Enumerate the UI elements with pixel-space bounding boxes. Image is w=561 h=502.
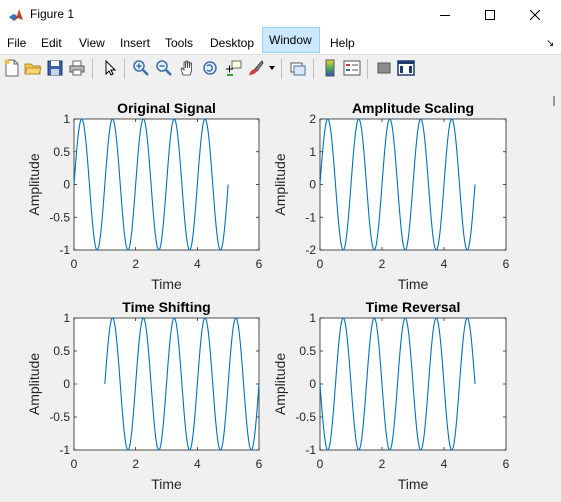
toolbar-separator	[367, 59, 368, 79]
menu-desktop[interactable]: Desktop	[210, 36, 255, 50]
x-tick-label: 2	[379, 257, 386, 271]
edit-plot-arrow-icon[interactable]	[101, 59, 119, 77]
y-tick-label: -1	[305, 443, 316, 457]
x-tick-label: 2	[132, 457, 139, 471]
subplot-2: -2 -1 0 1 2 0 2 4 6 Amplitude Scaling Time Amplitud…	[272, 100, 510, 292]
zoom-in-icon[interactable]	[132, 59, 150, 77]
menu-view[interactable]: View	[79, 36, 105, 50]
minimize-button[interactable]	[422, 0, 468, 30]
y-tick-label: 0	[309, 178, 316, 192]
open-folder-icon[interactable]	[24, 59, 42, 77]
close-icon	[530, 10, 540, 20]
x-axis-label: Time	[398, 276, 429, 292]
new-figure-icon[interactable]	[3, 59, 21, 77]
save-icon[interactable]	[46, 59, 64, 77]
subplot-1: -1 -0.5 0 0.5 1 0 2 4 6 Original Signal Time Amplit…	[26, 100, 263, 292]
pan-hand-icon[interactable]	[178, 59, 196, 77]
subplot-3: -1 -0.5 0 0.5 1 0 2 4 6 Time Shifting Time Amplitud…	[26, 299, 263, 492]
hide-plot-tools-icon[interactable]	[375, 59, 393, 77]
y-tick-label: 1	[309, 145, 316, 159]
x-tick-label: 6	[503, 257, 510, 271]
y-tick-label: 0	[63, 178, 70, 192]
x-tick-label: 0	[317, 457, 324, 471]
menu-file[interactable]: File	[7, 36, 27, 50]
subplot-title: Time Reversal	[366, 299, 461, 315]
x-tick-label: 4	[441, 457, 448, 471]
rotate-3d-icon[interactable]	[201, 59, 219, 77]
y-tick-label: 2	[309, 112, 316, 126]
toolbar	[0, 54, 561, 84]
x-axis-label: Time	[151, 276, 182, 292]
y-tick-label: -0.5	[295, 410, 316, 424]
y-tick-label: 0.5	[299, 344, 316, 358]
close-button[interactable]	[512, 0, 558, 30]
subplot-title: Original Signal	[117, 100, 216, 116]
y-axis-label: Amplitude	[26, 353, 42, 415]
y-axis-label: Amplitude	[26, 153, 42, 215]
y-axis-label: Amplitude	[272, 153, 288, 215]
menu-edit[interactable]: Edit	[41, 36, 62, 50]
y-tick-label: 0	[63, 377, 70, 391]
toolbar-separator	[313, 59, 314, 79]
x-axis-label: Time	[398, 476, 429, 492]
menu-tools[interactable]: Tools	[165, 36, 194, 50]
menu-insert[interactable]: Insert	[120, 36, 151, 50]
subplot-title: Time Shifting	[122, 299, 210, 315]
toolbar-separator	[124, 59, 125, 79]
x-tick-label: 0	[71, 257, 78, 271]
minimize-icon	[440, 15, 450, 16]
show-plot-tools-icon[interactable]	[397, 59, 415, 77]
zoom-out-icon[interactable]	[155, 59, 173, 77]
y-tick-label: -1	[59, 243, 70, 257]
x-axis-label: Time	[151, 476, 182, 492]
legend-icon[interactable]	[343, 59, 361, 77]
title-bar: Figure 1	[0, 0, 561, 30]
y-axis-label: Amplitude	[272, 353, 288, 415]
x-tick-label: 0	[71, 457, 78, 471]
menu-help[interactable]: Help	[330, 36, 355, 50]
toolbar-separator	[281, 59, 282, 79]
y-tick-label: 1	[309, 311, 316, 325]
y-tick-label: 1	[63, 112, 70, 126]
toolbar-separator	[92, 59, 93, 79]
menu-window[interactable]: Window	[262, 27, 320, 53]
series-line	[73, 118, 229, 251]
y-tick-label: -0.5	[49, 210, 70, 224]
series-line	[319, 317, 476, 451]
subplot-4: -1 -0.5 0 0.5 1 0 2 4 6 Time Reversal Time Amplitud…	[272, 299, 510, 492]
y-tick-label: 0	[309, 377, 316, 391]
y-tick-label: 1	[63, 311, 70, 325]
y-tick-label: -0.5	[49, 410, 70, 424]
matlab-icon	[9, 9, 23, 21]
series-line	[319, 118, 476, 251]
x-tick-label: 6	[256, 257, 263, 271]
data-cursor-icon[interactable]	[224, 59, 242, 77]
subplot-title: Amplitude Scaling	[352, 100, 474, 116]
brush-dropdown-icon[interactable]	[269, 66, 275, 70]
maximize-icon	[485, 10, 495, 20]
window-title: Figure 1	[30, 7, 75, 21]
y-tick-label: -1	[59, 443, 70, 457]
x-tick-label: 0	[317, 257, 324, 271]
colorbar-icon[interactable]	[321, 59, 339, 77]
brush-icon[interactable]	[247, 59, 265, 77]
x-tick-label: 6	[503, 457, 510, 471]
dock-arrow-icon[interactable]: ↘	[546, 38, 555, 49]
x-tick-label: 4	[194, 457, 201, 471]
y-tick-label: -1	[305, 210, 316, 224]
x-tick-label: 4	[194, 257, 201, 271]
x-tick-label: 4	[441, 257, 448, 271]
link-plot-icon[interactable]	[289, 59, 307, 77]
x-tick-label: 6	[256, 457, 263, 471]
series-line	[104, 317, 260, 451]
y-tick-label: 0.5	[53, 344, 70, 358]
figure-scroll-edge	[553, 96, 555, 106]
x-tick-label: 2	[379, 457, 386, 471]
maximize-button[interactable]	[467, 0, 513, 30]
print-icon[interactable]	[68, 59, 86, 77]
y-tick-label: 0.5	[53, 145, 70, 159]
y-tick-label: -2	[305, 243, 316, 257]
x-tick-label: 2	[132, 257, 139, 271]
